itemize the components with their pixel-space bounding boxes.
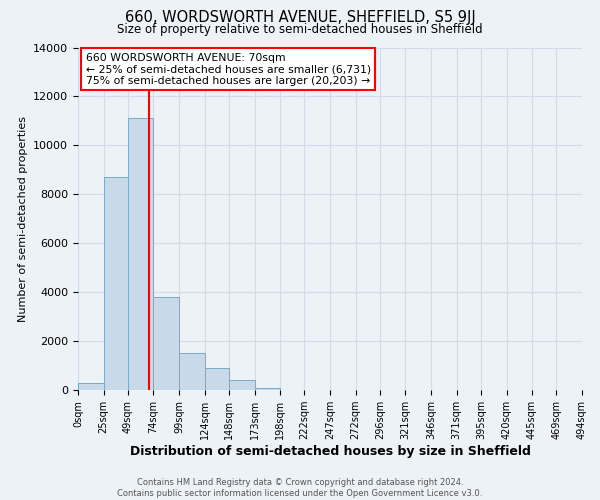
Text: 660, WORDSWORTH AVENUE, SHEFFIELD, S5 9JJ: 660, WORDSWORTH AVENUE, SHEFFIELD, S5 9J… xyxy=(125,10,475,25)
Bar xyxy=(78,382,104,390)
Bar xyxy=(179,354,205,390)
Bar xyxy=(229,380,254,390)
Bar xyxy=(154,297,179,390)
Text: Contains HM Land Registry data © Crown copyright and database right 2024.
Contai: Contains HM Land Registry data © Crown c… xyxy=(118,478,482,498)
Text: 660 WORDSWORTH AVENUE: 70sqm
← 25% of semi-detached houses are smaller (6,731)
7: 660 WORDSWORTH AVENUE: 70sqm ← 25% of se… xyxy=(86,52,371,86)
Text: Size of property relative to semi-detached houses in Sheffield: Size of property relative to semi-detach… xyxy=(117,22,483,36)
Bar xyxy=(205,368,229,390)
X-axis label: Distribution of semi-detached houses by size in Sheffield: Distribution of semi-detached houses by … xyxy=(130,445,530,458)
Bar xyxy=(104,177,128,390)
Bar xyxy=(128,118,154,390)
Bar xyxy=(254,388,280,390)
Y-axis label: Number of semi-detached properties: Number of semi-detached properties xyxy=(17,116,28,322)
